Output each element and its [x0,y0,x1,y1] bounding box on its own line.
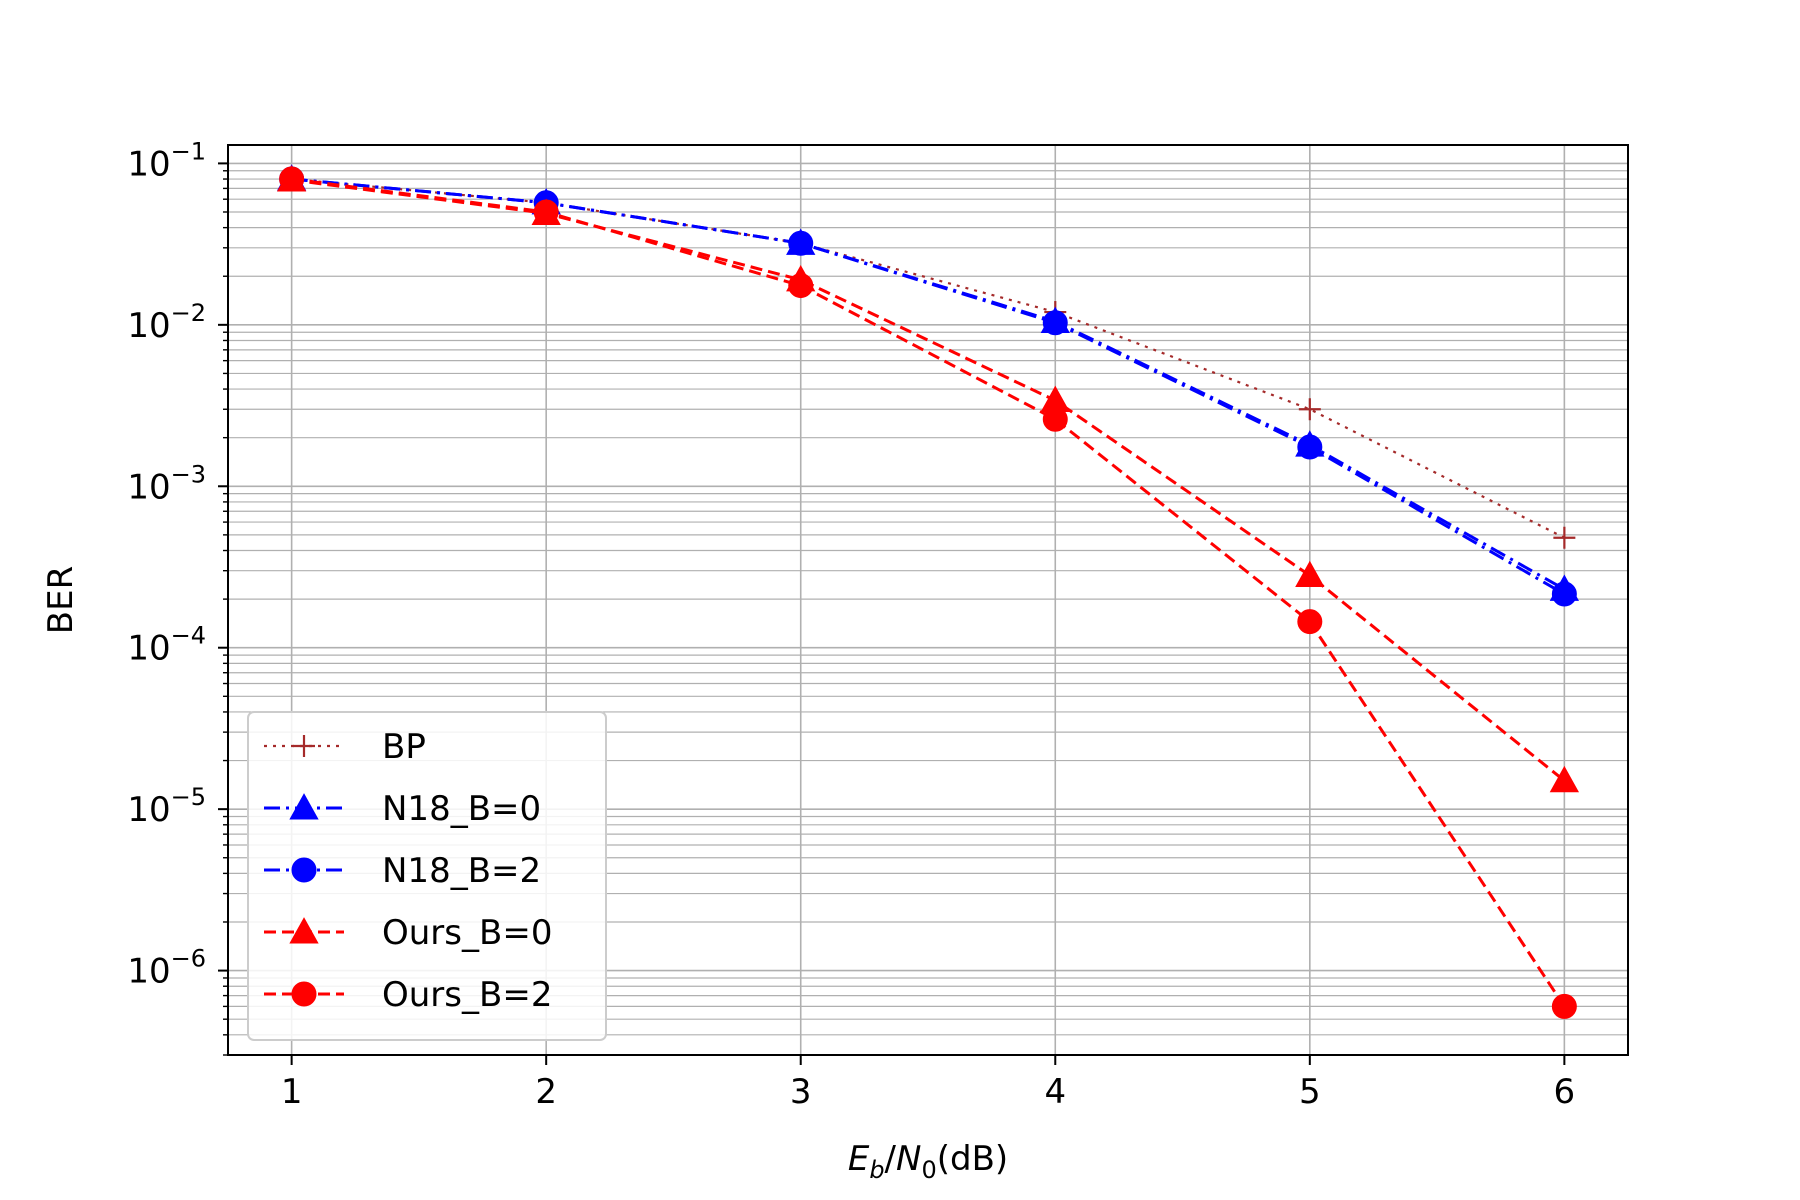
x-label-sub-b: b [869,1156,884,1184]
data-point [279,166,305,192]
legend-entry: BP [264,727,426,767]
data-point [1297,434,1323,460]
x-tick-label: 4 [1044,1072,1066,1112]
x-label-n: N [896,1139,921,1179]
data-point [533,199,559,225]
data-point [788,273,814,299]
x-tick-label: 5 [1299,1072,1321,1112]
x-label-slash: / [885,1139,897,1179]
x-label-sub-0: 0 [921,1156,936,1184]
y-tick-label: 10−5 [127,783,206,830]
legend-swatch-marker [293,735,315,757]
series-4 [279,166,1577,1019]
legend-label: N18_B=2 [382,851,541,891]
x-axis-label: Eb/N0(dB) [848,1139,1008,1184]
y-tick-label: 10−1 [127,137,206,184]
legend-box [247,711,607,1041]
y-axis-label: BER [41,566,81,634]
data-point [1298,398,1321,421]
legend-label: Ours_B=0 [382,913,552,953]
x-label-e: E [848,1139,870,1179]
series-line [291,177,1566,1008]
y-tick-label: 10−3 [127,460,206,507]
series-line [291,177,1565,539]
y-tick-label: 10−2 [127,299,206,346]
data-point [1297,609,1323,635]
series-line [291,178,1566,782]
y-tick-label: 10−6 [127,945,206,992]
legend-entry: Ours_B=2 [264,975,552,1015]
series-0 [280,168,1576,549]
x-tick-label: 1 [281,1072,303,1112]
plot-frame [227,144,1629,1056]
data-point [788,230,814,256]
legend: BP N18_B=0 N18_B=2 Ours_B=0 Ours_B=2 [247,711,607,1041]
legend-swatch-marker [291,857,317,883]
series-line [291,177,1566,596]
series-2 [279,166,1577,607]
data-point [1551,581,1577,607]
x-label-unit: (dB) [937,1139,1008,1179]
legend-label: BP [382,727,426,767]
legend-entry: N18_B=2 [264,851,541,891]
plot-series [276,164,1580,1019]
axis-ticks: 1 2 3 4 5 6 10−1 10−2 10−3 10−4 10−5 10−6 [127,137,1575,1112]
series-3 [276,165,1580,793]
data-point [1042,310,1068,336]
x-tick-label: 3 [790,1072,812,1112]
legend-label: N18_B=0 [382,789,541,829]
data-point [1549,765,1580,793]
legend-swatch-marker [289,917,319,944]
x-tick-label: 2 [535,1072,557,1112]
data-point [1042,406,1068,432]
data-point [1551,993,1577,1019]
legend-swatch-marker [291,981,317,1007]
data-point [1553,526,1576,549]
data-point [1295,560,1325,588]
y-tick-label: 10−4 [127,622,206,669]
legend-entry: N18_B=0 [264,789,541,829]
x-tick-label: 6 [1554,1072,1576,1112]
legend-entry: Ours_B=0 [264,913,552,953]
series-line [291,177,1566,591]
legend-label: Ours_B=2 [382,975,552,1015]
legend-swatch-marker [289,793,319,820]
